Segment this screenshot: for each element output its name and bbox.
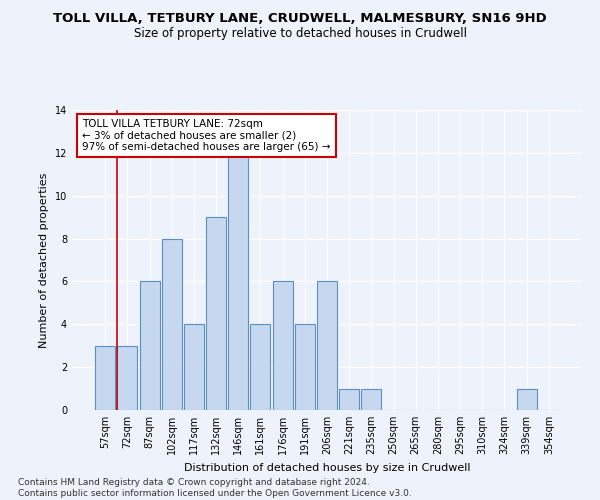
- Text: Size of property relative to detached houses in Crudwell: Size of property relative to detached ho…: [133, 28, 467, 40]
- Bar: [517, 388, 536, 410]
- Bar: [272, 282, 293, 410]
- Bar: [184, 324, 204, 410]
- Bar: [295, 324, 315, 410]
- Bar: [118, 346, 137, 410]
- Bar: [250, 324, 271, 410]
- Bar: [317, 282, 337, 410]
- Bar: [95, 346, 115, 410]
- Text: Contains HM Land Registry data © Crown copyright and database right 2024.
Contai: Contains HM Land Registry data © Crown c…: [18, 478, 412, 498]
- Bar: [361, 388, 382, 410]
- Y-axis label: Number of detached properties: Number of detached properties: [39, 172, 49, 348]
- Bar: [162, 238, 182, 410]
- Bar: [206, 217, 226, 410]
- X-axis label: Distribution of detached houses by size in Crudwell: Distribution of detached houses by size …: [184, 462, 470, 472]
- Text: TOLL VILLA TETBURY LANE: 72sqm
← 3% of detached houses are smaller (2)
97% of se: TOLL VILLA TETBURY LANE: 72sqm ← 3% of d…: [82, 119, 331, 152]
- Bar: [228, 153, 248, 410]
- Text: TOLL VILLA, TETBURY LANE, CRUDWELL, MALMESBURY, SN16 9HD: TOLL VILLA, TETBURY LANE, CRUDWELL, MALM…: [53, 12, 547, 26]
- Bar: [140, 282, 160, 410]
- Bar: [339, 388, 359, 410]
